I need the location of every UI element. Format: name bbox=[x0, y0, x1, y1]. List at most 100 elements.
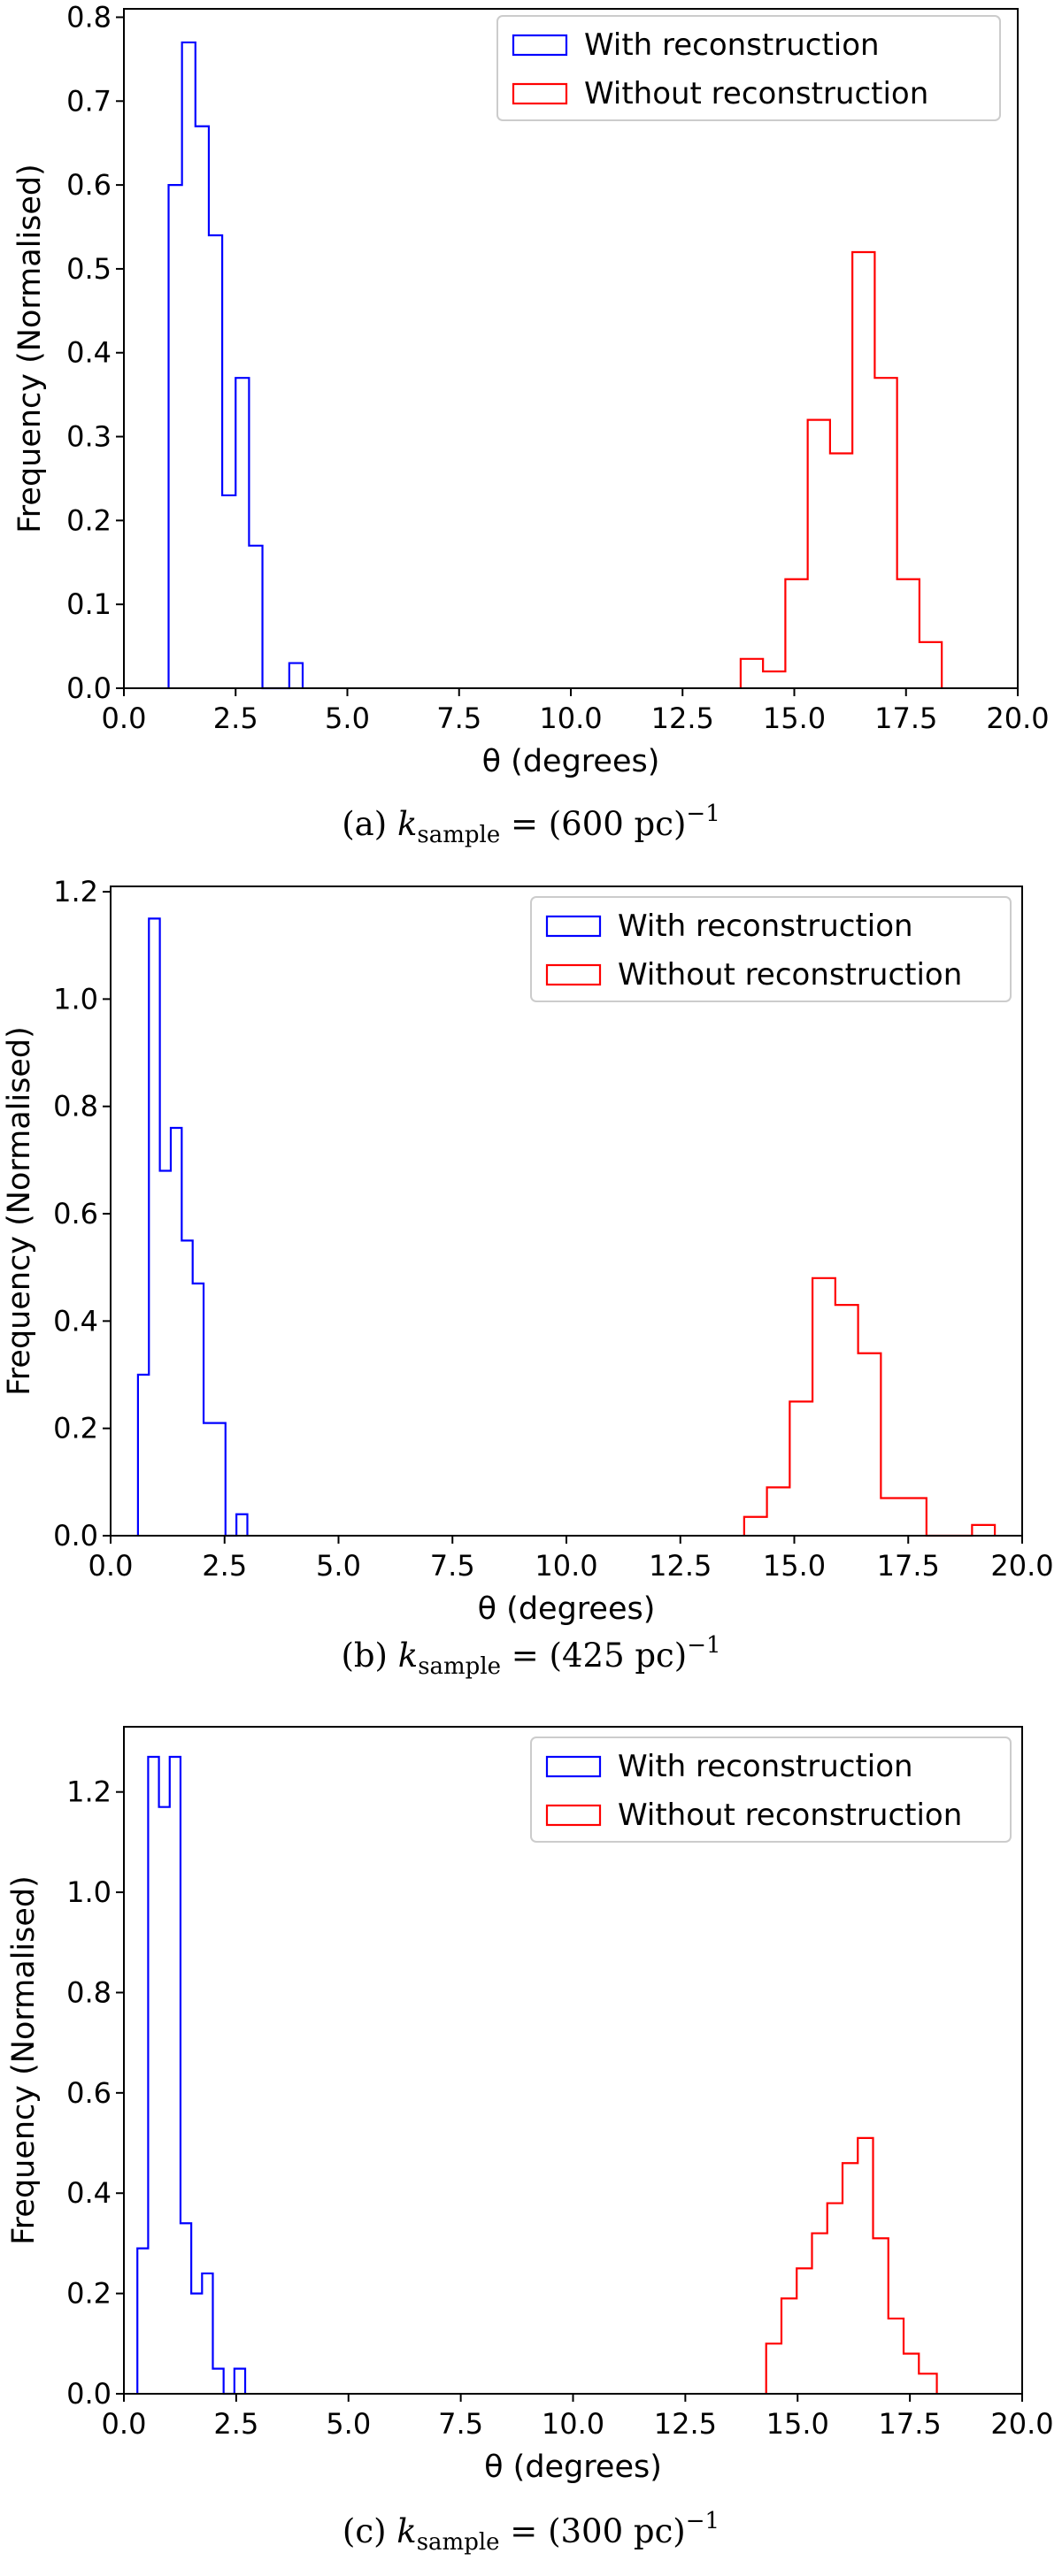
x-tick-label: 5.0 bbox=[326, 2407, 371, 2441]
caption-value: = (300 pc) bbox=[499, 2512, 686, 2550]
chart-panel-a: 0.0 2.5 5.0 7.5 10.0 12.5 15.0 17.5 20.0 0.0 0.1 0.… bbox=[0, 0, 1062, 867]
legend-label: With reconstruction bbox=[584, 27, 880, 63]
legend-box bbox=[530, 896, 1012, 1002]
caption-prefix: (b) bbox=[341, 1637, 398, 1675]
x-tick-label: 12.5 bbox=[651, 702, 714, 735]
caption-subscript: sample bbox=[417, 822, 501, 848]
y-tick-label: 0.2 bbox=[53, 1412, 98, 1445]
y-tick-label: 0.6 bbox=[66, 168, 112, 202]
x-tick-label: 10.0 bbox=[535, 1549, 597, 1583]
caption-prefix: (c) bbox=[342, 2512, 397, 2550]
caption-c: (c) ksample = (300 pc)−1 bbox=[0, 2508, 1062, 2556]
histogram-series-without bbox=[739, 250, 943, 688]
y-tick-label: 1.2 bbox=[53, 875, 98, 908]
x-tick-label: 15.0 bbox=[763, 1549, 826, 1583]
caption-superscript: −1 bbox=[686, 801, 720, 827]
legend-box bbox=[530, 1736, 1012, 1843]
x-tick-label: 12.5 bbox=[649, 1549, 712, 1583]
y-tick-label: 0.6 bbox=[66, 2076, 112, 2110]
y-tick-label: 0.1 bbox=[66, 587, 112, 621]
y-tick-label: 0.0 bbox=[53, 1519, 98, 1552]
x-tick-label: 7.5 bbox=[436, 702, 481, 735]
x-tick-label: 0.0 bbox=[88, 1549, 134, 1583]
x-tick-label: 2.5 bbox=[213, 2407, 258, 2441]
legend: With reconstruction Without reconstructio… bbox=[530, 1736, 1012, 1843]
x-tick-label: 17.5 bbox=[879, 2407, 942, 2441]
y-tick-label: 0.0 bbox=[66, 671, 112, 705]
legend-swatch bbox=[545, 963, 602, 986]
histogram-series-with bbox=[136, 917, 249, 1537]
caption-k-symbol: k bbox=[396, 2512, 417, 2550]
x-tick-label: 20.0 bbox=[986, 702, 1049, 735]
y-tick-label: 1.2 bbox=[66, 1775, 112, 1809]
x-axis-label: θ (degrees) bbox=[482, 744, 660, 779]
legend-swatch bbox=[545, 1804, 602, 1827]
histogram-chart-c: 0.0 2.5 5.0 7.5 10.0 12.5 15.0 17.5 20.0 0.0 0.2 0.… bbox=[6, 1726, 1054, 2485]
x-tick-label: 17.5 bbox=[874, 702, 937, 735]
y-tick-label: 0.4 bbox=[66, 2176, 112, 2210]
y-tick-label: 0.8 bbox=[66, 0, 112, 34]
caption-k-symbol: k bbox=[397, 1637, 419, 1675]
legend-label: Without reconstruction bbox=[618, 1798, 962, 1833]
y-tick-label: 0.7 bbox=[66, 84, 112, 118]
y-tick-label: 1.0 bbox=[66, 1875, 112, 1909]
legend-label: Without reconstruction bbox=[618, 957, 962, 993]
x-tick-label: 5.0 bbox=[316, 1549, 361, 1583]
histogram-series-with bbox=[167, 41, 304, 690]
y-tick-label: 0.4 bbox=[66, 336, 112, 370]
y-axis-label: Frequency (Normalised) bbox=[12, 164, 48, 533]
chart-panel-b: 0.0 2.5 5.0 7.5 10.0 12.5 15.0 17.5 20.0 0.0 0.2 0.… bbox=[0, 867, 1062, 1716]
x-tick-label: 2.5 bbox=[213, 702, 258, 735]
x-tick-label: 0.0 bbox=[102, 702, 147, 735]
legend-box bbox=[496, 15, 1001, 121]
y-axis-label: Frequency (Normalised) bbox=[6, 1875, 42, 2245]
caption-value: = (425 pc) bbox=[501, 1637, 688, 1675]
histogram-chart-b: 0.0 2.5 5.0 7.5 10.0 12.5 15.0 17.5 20.0 0.0 0.2 0.… bbox=[2, 875, 1054, 1627]
x-tick-label: 17.5 bbox=[877, 1549, 940, 1583]
legend-swatch bbox=[512, 82, 568, 105]
y-axis-label: Frequency (Normalised) bbox=[2, 1026, 37, 1396]
caption-subscript: sample bbox=[416, 2529, 500, 2556]
caption-value: = (600 pc) bbox=[500, 805, 687, 843]
x-tick-label: 2.5 bbox=[202, 1549, 247, 1583]
x-tick-label: 7.5 bbox=[430, 1549, 475, 1583]
y-tick-label: 0.2 bbox=[66, 2277, 112, 2311]
y-tick-label: 0.3 bbox=[66, 420, 112, 454]
caption-superscript: −1 bbox=[685, 2508, 720, 2534]
x-tick-label: 20.0 bbox=[990, 1549, 1053, 1583]
x-axis-label: θ (degrees) bbox=[478, 1591, 656, 1627]
caption-subscript: sample bbox=[418, 1653, 502, 1680]
legend-label: With reconstruction bbox=[618, 908, 913, 944]
y-tick-label: 0.6 bbox=[53, 1197, 98, 1230]
legend-label: Without reconstruction bbox=[584, 76, 928, 111]
y-tick-label: 0.2 bbox=[66, 503, 112, 537]
x-tick-label: 15.0 bbox=[766, 2407, 829, 2441]
y-tick-label: 0.8 bbox=[66, 1975, 112, 2009]
legend-swatch bbox=[512, 34, 568, 57]
legend-swatch bbox=[545, 915, 602, 938]
histogram-chart-a: 0.0 2.5 5.0 7.5 10.0 12.5 15.0 17.5 20.0 0.0 0.1 0.… bbox=[12, 0, 1050, 779]
legend: With reconstruction Without reconstructio… bbox=[496, 15, 1001, 121]
caption-k-symbol: k bbox=[396, 805, 418, 843]
x-tick-label: 20.0 bbox=[990, 2407, 1053, 2441]
x-tick-label: 0.0 bbox=[102, 2407, 147, 2441]
caption-a: (a) ksample = (600 pc)−1 bbox=[0, 801, 1062, 848]
histogram-series-without bbox=[765, 2136, 938, 2394]
histogram-series-without bbox=[743, 1276, 997, 1537]
caption-prefix: (a) bbox=[342, 805, 397, 843]
histogram-series-with bbox=[136, 1755, 247, 2396]
y-tick-label: 0.8 bbox=[53, 1090, 98, 1123]
x-axis-label: θ (degrees) bbox=[484, 2450, 662, 2485]
x-tick-label: 10.0 bbox=[542, 2407, 604, 2441]
x-tick-label: 7.5 bbox=[438, 2407, 483, 2441]
legend-swatch bbox=[545, 1755, 602, 1778]
y-tick-label: 0.0 bbox=[66, 2377, 112, 2411]
x-tick-label: 15.0 bbox=[763, 702, 826, 735]
x-tick-label: 12.5 bbox=[654, 2407, 717, 2441]
y-tick-label: 0.5 bbox=[66, 252, 112, 286]
legend-label: With reconstruction bbox=[618, 1749, 913, 1784]
caption-superscript: −1 bbox=[687, 1632, 721, 1659]
y-tick-label: 0.4 bbox=[53, 1304, 98, 1338]
chart-panel-c: 0.0 2.5 5.0 7.5 10.0 12.5 15.0 17.5 20.0 0.0 0.2 0.… bbox=[0, 1716, 1062, 2576]
y-tick-label: 1.0 bbox=[53, 982, 98, 1016]
